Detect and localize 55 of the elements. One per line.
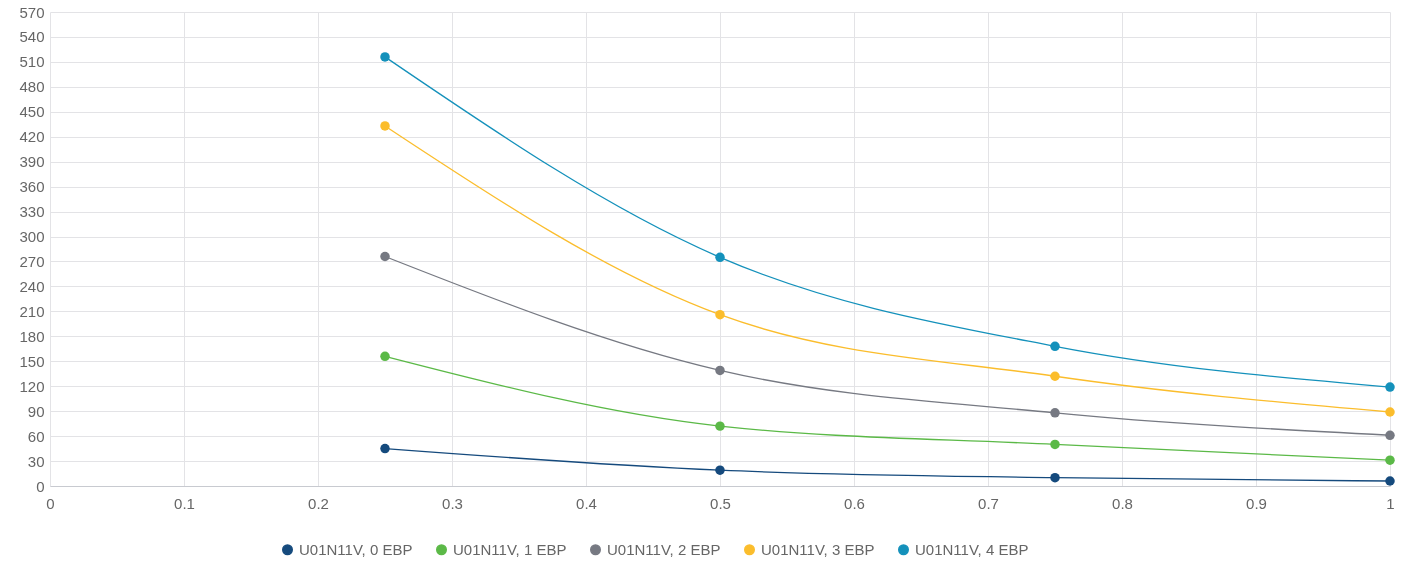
y-tick-label: 390 bbox=[19, 153, 45, 171]
point bbox=[1050, 371, 1060, 381]
y-tick-label: 90 bbox=[27, 402, 45, 420]
legend-label: U01N11V, 2 EBP bbox=[607, 540, 721, 558]
y-tick-label: 330 bbox=[19, 203, 45, 221]
y-tick-label: 150 bbox=[19, 352, 45, 370]
y-tick-label: 0 bbox=[36, 477, 45, 495]
point bbox=[1385, 407, 1395, 417]
y-tick-label: 570 bbox=[19, 3, 45, 21]
point bbox=[715, 421, 725, 431]
y-tick-label: 480 bbox=[19, 78, 45, 96]
y-tick-label: 30 bbox=[27, 452, 45, 470]
point bbox=[715, 365, 725, 376]
point bbox=[1385, 476, 1395, 486]
point bbox=[1050, 472, 1060, 483]
x-tick-label: 0.7 bbox=[978, 494, 999, 512]
y-tick-label: 180 bbox=[19, 327, 45, 345]
x-tick-label: 0.6 bbox=[844, 494, 865, 512]
x-tick-label: 0.5 bbox=[710, 494, 731, 512]
y-tick-label: 240 bbox=[19, 277, 45, 295]
point bbox=[715, 309, 725, 320]
x-tick-label: 0.8 bbox=[1112, 494, 1133, 512]
x-tick-label: 0.2 bbox=[308, 494, 329, 512]
point bbox=[715, 252, 725, 263]
legend-label: U01N11V, 3 EBP bbox=[761, 540, 875, 558]
x-tick-label: 0.9 bbox=[1246, 494, 1267, 512]
x-tick-label: 0.4 bbox=[576, 494, 597, 512]
point bbox=[380, 251, 390, 262]
point bbox=[380, 443, 390, 454]
y-tick-label: 270 bbox=[19, 252, 45, 270]
point bbox=[1385, 455, 1395, 465]
x-tick-label: 1 bbox=[1386, 494, 1395, 512]
point bbox=[1050, 341, 1060, 352]
y-tick-label: 120 bbox=[19, 377, 45, 395]
y-tick-label: 450 bbox=[19, 103, 45, 121]
point bbox=[380, 121, 390, 131]
point bbox=[1385, 430, 1395, 441]
y-tick-label: 210 bbox=[19, 302, 45, 320]
y-tick-label: 360 bbox=[19, 178, 45, 196]
legend-label: U01N11V, 1 EBP bbox=[453, 540, 567, 558]
x-tick-label: 0.3 bbox=[442, 494, 463, 512]
legend-label: U01N11V, 4 EBP bbox=[915, 540, 1029, 558]
point bbox=[1050, 439, 1060, 450]
point bbox=[380, 351, 390, 362]
y-tick-label: 510 bbox=[19, 53, 45, 71]
point bbox=[380, 52, 390, 62]
x-tick-label: 0.1 bbox=[174, 494, 195, 512]
y-tick-label: 300 bbox=[19, 228, 45, 246]
y-tick-label: 60 bbox=[27, 427, 45, 445]
point bbox=[1385, 382, 1395, 392]
legend-label: U01N11V, 0 EBP bbox=[299, 540, 413, 558]
y-tick-label: 540 bbox=[19, 28, 45, 46]
point bbox=[1050, 408, 1060, 418]
y-tick-label: 420 bbox=[19, 128, 45, 146]
point bbox=[715, 465, 725, 475]
